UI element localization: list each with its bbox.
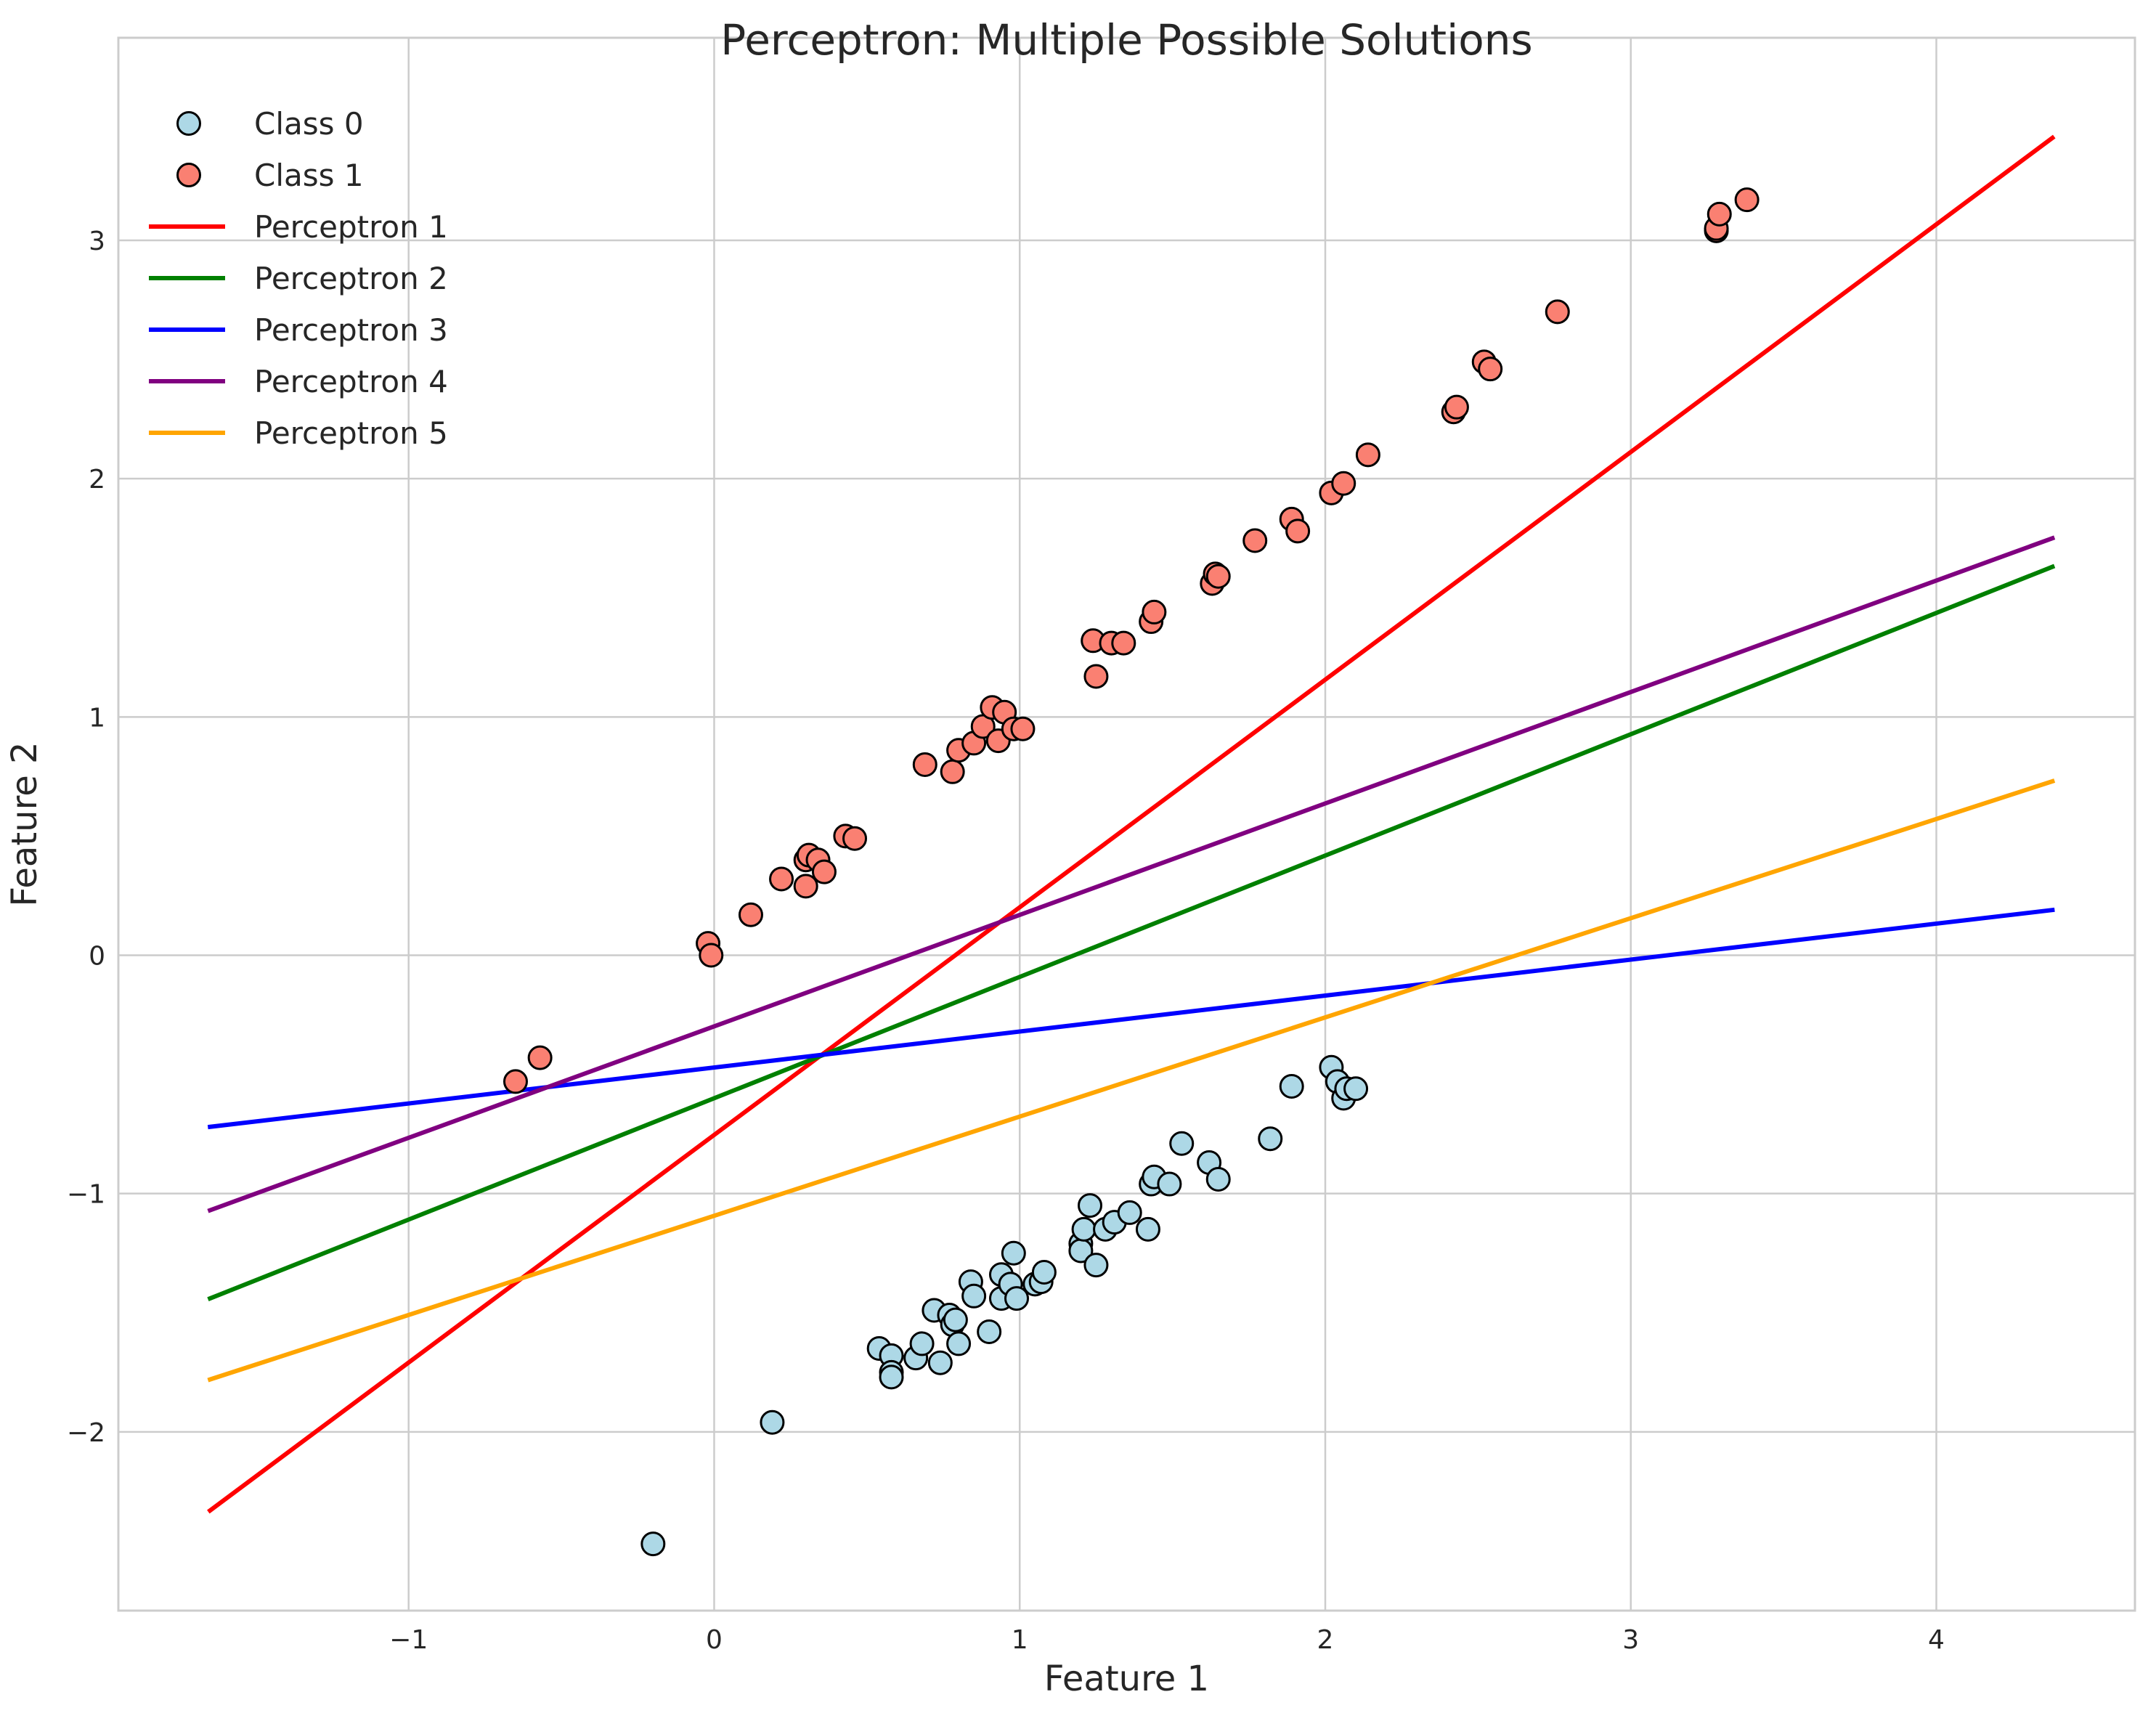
class-1-point-5 [769, 866, 794, 892]
legend-label-perceptron-4: Perceptron 4 [254, 364, 448, 399]
y-tick-label-5: 3 [89, 227, 105, 256]
class-1-point-37 [1355, 442, 1380, 468]
class-1-point-36 [1331, 471, 1356, 496]
y-tick-label-3: 1 [89, 703, 105, 733]
class-1-point-3 [699, 943, 724, 968]
class-0-point-5 [879, 1364, 904, 1390]
class-0-point-37 [1169, 1131, 1195, 1156]
class-1-point-46 [1734, 187, 1760, 213]
legend-label-perceptron-3: Perceptron 3 [254, 312, 448, 348]
y-tick-label-2: 0 [89, 942, 105, 972]
class-1-point-28 [1142, 599, 1167, 624]
x-tick-label-4: 3 [1622, 1625, 1639, 1655]
class-0-point-39 [1205, 1166, 1231, 1192]
class-1-point-12 [842, 826, 868, 851]
y-tick-label-4: 2 [89, 465, 105, 495]
class-1-point-14 [940, 759, 965, 784]
class-1-point-0 [503, 1069, 528, 1094]
class-0-point-40 [1258, 1126, 1283, 1152]
class-1-point-45 [1707, 201, 1732, 227]
perceptron-line-5 [207, 778, 2056, 1383]
perceptron-line-2 [207, 564, 2056, 1301]
class-0-point-12 [943, 1307, 968, 1333]
class-1-point-31 [1205, 564, 1231, 589]
class-1-point-4 [738, 902, 763, 927]
class-0-point-0 [640, 1531, 666, 1557]
class-0-point-13 [946, 1331, 972, 1356]
class-0-point-20 [1001, 1240, 1026, 1266]
x-tick-label-2: 1 [1012, 1625, 1028, 1655]
class-0-point-41 [1279, 1074, 1304, 1099]
class-0-point-24 [1031, 1259, 1057, 1285]
class-0-point-33 [1135, 1216, 1160, 1242]
legend: Class 0 Class 1 Perceptron 1 Perceptron 2 Pe… [149, 106, 448, 451]
class-0-point-36 [1157, 1171, 1182, 1197]
x-tick-label-1: 0 [706, 1625, 723, 1655]
class-1-point-22 [1010, 716, 1036, 741]
class-1-point-39 [1444, 394, 1469, 420]
class-1-point-13 [912, 752, 937, 777]
class-0-point-16 [977, 1319, 1002, 1345]
legend-label-class-1: Class 1 [254, 158, 364, 193]
class-1-point-41 [1478, 357, 1503, 382]
x-tick-label-0: −1 [389, 1625, 428, 1655]
class-1-point-6 [793, 874, 818, 899]
x-tick-label-5: 4 [1928, 1625, 1945, 1655]
perceptron-line-4 [207, 535, 2056, 1213]
legend-label-class-0: Class 0 [254, 106, 364, 142]
class-0-point-29 [1083, 1253, 1109, 1278]
class-0-point-15 [961, 1283, 987, 1309]
legend-marker-class-1 [176, 163, 201, 187]
class-1-point-32 [1242, 528, 1268, 553]
legend-label-perceptron-5: Perceptron 5 [254, 415, 448, 451]
y-tick-label-0: −2 [67, 1418, 105, 1448]
legend-label-perceptron-1: Perceptron 1 [254, 209, 448, 245]
perceptron-lines [207, 134, 2056, 1514]
y-axis-label: Feature 2 [4, 741, 45, 906]
chart-title: Perceptron: Multiple Possible Solutions [720, 15, 1532, 65]
class-1-point-1 [527, 1045, 553, 1070]
legend-marker-class-0 [176, 111, 201, 136]
class-0-point-1 [760, 1409, 785, 1435]
class-0-point-46 [1343, 1076, 1369, 1102]
legend-label-perceptron-2: Perceptron 2 [254, 261, 448, 296]
tick-labels: −1 0 1 2 3 4 −2 −1 0 1 2 3 [67, 227, 1945, 1655]
class-0-point-21 [1004, 1286, 1030, 1311]
class-1-point-42 [1545, 299, 1570, 325]
class-1-point-34 [1285, 518, 1311, 544]
class-0-point-32 [1117, 1200, 1142, 1225]
class-0-point-27 [1071, 1216, 1097, 1242]
x-tick-label-3: 2 [1317, 1625, 1334, 1655]
class-0-point-28 [1078, 1193, 1103, 1218]
class-1-point-24 [1083, 664, 1109, 689]
class-1-point-10 [811, 859, 837, 884]
class-1-point-26 [1111, 630, 1136, 656]
y-tick-label-1: −1 [67, 1180, 105, 1210]
class-0-point-9 [927, 1350, 953, 1375]
scatter-points [503, 187, 1760, 1557]
x-axis-label: Feature 1 [1044, 1659, 1209, 1699]
plot-frame [117, 36, 2136, 1612]
grid [118, 38, 2135, 1611]
class-0-point-7 [909, 1331, 935, 1356]
